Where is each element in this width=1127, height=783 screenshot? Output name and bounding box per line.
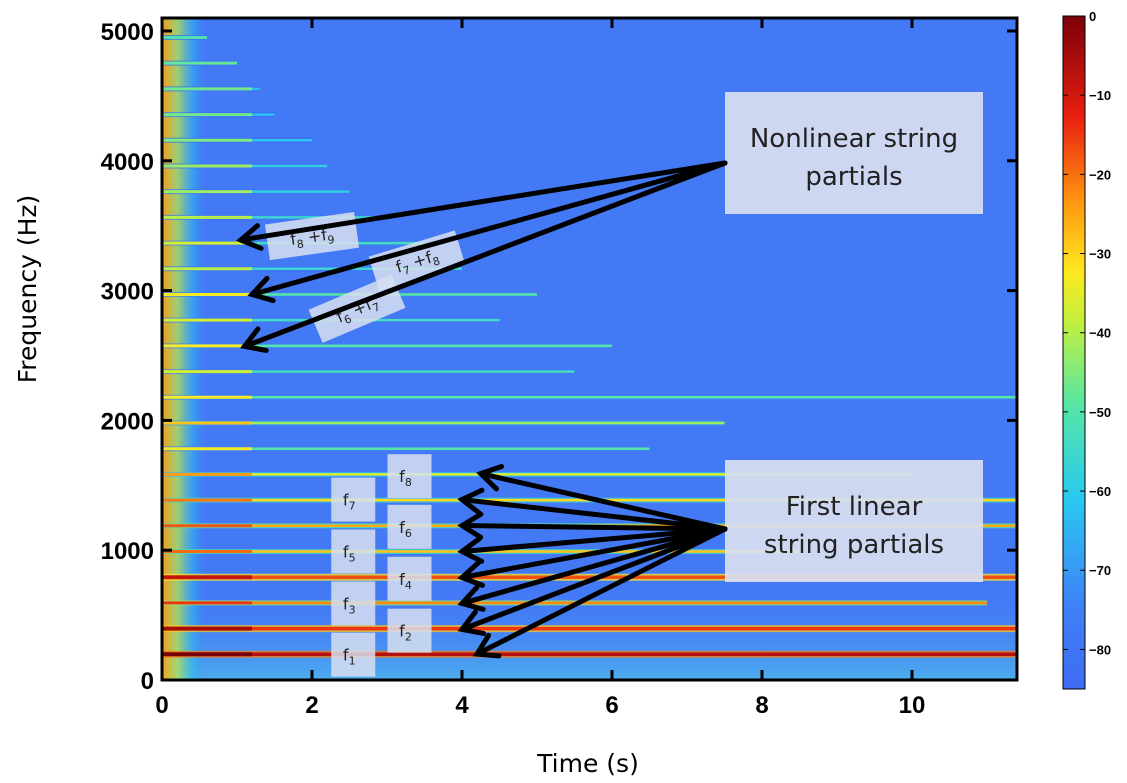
partial-label: f5 [331,529,376,574]
sum-label-box [368,230,466,292]
annotation-arrow [459,523,728,532]
y-axis-label: Frequency (Hz) [13,195,42,384]
partial-label-box [331,632,376,677]
partial-label-box [331,529,376,574]
annotation-arrow [459,526,728,632]
annotation-text: First linear [786,492,923,522]
partial-label: f3 [331,581,376,626]
annotation-arrow [478,471,728,532]
annotation-text: Nonlinear string [750,124,958,154]
colorbar-tick-label: −30 [1089,247,1111,262]
colorbar-tick-label: −40 [1089,326,1111,341]
annotation-arrow [459,526,728,580]
annotation-arrowhead [457,511,484,540]
annotation-arrowhead [476,464,505,492]
y-tick-label: 2000 [101,408,154,435]
colorbar-tick-label: −70 [1089,563,1111,578]
annotation-arrow [242,160,728,349]
colorbar-tick-label: −10 [1089,88,1111,103]
annotation-arrow [459,526,728,554]
colorbar-tick-label: 0 [1089,9,1096,24]
x-tick-label: 0 [155,692,168,719]
y-tick-label: 3000 [101,279,154,306]
x-axis-label: Time (s) [536,749,639,778]
annotation-text: string partials [764,530,944,560]
annotation-arrow [474,526,728,657]
annotation-arrowhead [457,609,487,636]
x-tick-label: 6 [605,692,618,719]
colorbar-tick-label: −20 [1089,167,1111,182]
annotation-arrowhead [457,584,486,612]
x-tick-label: 10 [899,692,926,719]
partial-label-box [387,504,432,549]
colorbar: 0 −10 −20 −30 −40 −50 −60 −70 −80 [1062,9,1111,690]
partial-label: f8 [387,454,432,499]
annotation-arrowhead [457,560,486,588]
sum-label: f7 +f8 [368,230,466,292]
partial-label-box [387,556,432,601]
partial-label: f1 [331,632,376,677]
x-tick-label: 4 [455,692,469,719]
y-tick-label: 4000 [101,149,154,176]
partial-label-box [331,581,376,626]
y-tick-label: 0 [141,668,154,695]
plot-frame [160,16,1019,682]
annotation-arrowhead [457,535,485,564]
partial-label: f2 [387,608,432,653]
annotation-arrowhead [236,223,264,251]
attack-onset [162,18,207,680]
partial-label: f4 [387,556,432,601]
annotation-arrow [459,497,728,532]
x-tick-label: 2 [305,692,318,719]
partial-label-box [387,454,432,499]
axes: 0 2 4 6 8 10 0 1000 2000 3000 4000 5000 [101,16,1019,719]
partial-label: f7 [331,477,376,522]
colorbar-tick-label: −60 [1089,484,1111,499]
annotation-box [725,460,983,582]
colorbar-tick-label: −50 [1089,405,1111,420]
partial-label-box [387,608,432,653]
annotation-arrow [249,160,728,297]
x-tick-label: 8 [755,692,768,719]
annotation-box [725,92,983,214]
annotation-note: Nonlinear string partials [725,92,983,214]
annotation-arrowhead [247,275,276,304]
annotation-arrowhead [240,326,269,353]
colorbar-tick-label: −80 [1089,642,1111,657]
annotation-arrow [459,526,728,606]
annotation-note: First linear string partials [725,460,983,582]
partial-label-box [331,477,376,522]
annotation-text: partials [805,162,902,192]
annotation-arrowhead [457,487,485,516]
colorbar-gradient [1062,15,1086,690]
y-tick-label: 1000 [101,538,154,565]
annotation-arrow [238,160,728,243]
y-tick-label: 5000 [101,19,154,46]
partial-label: f6 [387,504,432,549]
annotation-arrowhead [472,632,502,659]
